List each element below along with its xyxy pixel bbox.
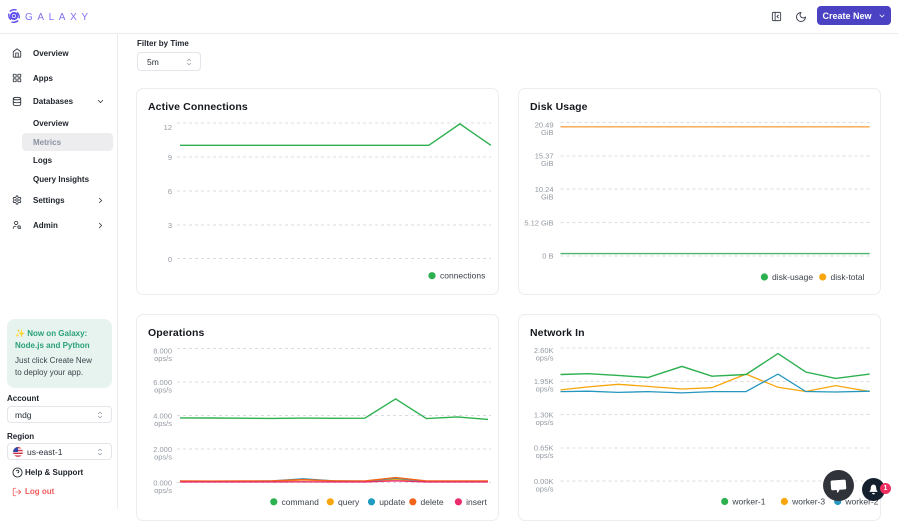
svg-text:GiB: GiB	[541, 159, 554, 168]
svg-text:GiB: GiB	[541, 128, 554, 137]
svg-text:0.00K: 0.00K	[534, 477, 554, 486]
svg-text:update: update	[379, 497, 405, 507]
svg-text:3: 3	[168, 221, 172, 230]
svg-text:ops/s: ops/s	[154, 486, 172, 495]
svg-text:20.49: 20.49	[535, 121, 554, 130]
svg-text:0: 0	[168, 255, 172, 264]
svg-text:GiB: GiB	[541, 193, 554, 202]
svg-text:ops/s: ops/s	[536, 484, 554, 493]
svg-text:connections: connections	[440, 271, 485, 281]
svg-text:delete: delete	[421, 497, 444, 507]
svg-text:2.60K: 2.60K	[534, 346, 554, 355]
svg-text:ops/s: ops/s	[154, 452, 172, 461]
svg-text:10.24: 10.24	[535, 185, 554, 194]
svg-text:12: 12	[164, 123, 172, 132]
svg-text:0.000: 0.000	[153, 478, 172, 487]
svg-text:ops/s: ops/s	[154, 419, 172, 428]
svg-text:disk-total: disk-total	[831, 272, 865, 282]
svg-text:worker-3: worker-3	[791, 497, 825, 507]
svg-text:ops/s: ops/s	[536, 354, 554, 363]
svg-text:worker-2: worker-2	[844, 497, 878, 507]
svg-text:insert: insert	[466, 497, 487, 507]
svg-text:0.65K: 0.65K	[534, 444, 554, 453]
svg-text:9: 9	[168, 153, 172, 162]
svg-text:ops/s: ops/s	[536, 418, 554, 427]
svg-text:ops/s: ops/s	[536, 451, 554, 460]
svg-text:query: query	[338, 497, 360, 507]
svg-text:ops/s: ops/s	[154, 354, 172, 363]
svg-text:1.30K: 1.30K	[534, 410, 554, 419]
svg-text:4.000: 4.000	[153, 411, 172, 420]
svg-text:2.000: 2.000	[153, 445, 172, 454]
svg-text:6: 6	[168, 187, 172, 196]
svg-text:0 B: 0 B	[542, 252, 553, 261]
svg-text:8.000: 8.000	[153, 346, 172, 355]
svg-text:6.000: 6.000	[153, 378, 172, 387]
svg-text:worker-1: worker-1	[731, 497, 765, 507]
svg-text:15.37: 15.37	[535, 152, 554, 161]
svg-text:ops/s: ops/s	[536, 385, 554, 394]
svg-text:1.95K: 1.95K	[534, 377, 554, 386]
svg-text:disk-usage: disk-usage	[772, 272, 813, 282]
svg-text:command: command	[282, 497, 320, 507]
svg-text:ops/s: ops/s	[154, 385, 172, 394]
svg-text:5.12 GiB: 5.12 GiB	[524, 218, 553, 227]
